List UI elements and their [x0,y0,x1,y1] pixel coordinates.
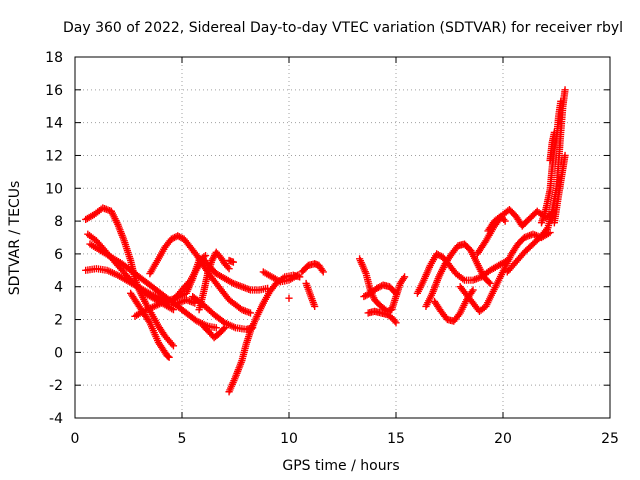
x-tick-label: 25 [601,431,619,447]
data-point [561,151,569,160]
y-axis-label: SDTVAR / TECUs [7,181,23,296]
y-tick-label: 0 [54,345,63,361]
data-point [376,283,384,291]
data-point [224,263,232,271]
data-point [318,266,326,274]
data-point [391,288,399,296]
data-point [164,352,172,361]
data-point [557,97,565,105]
data-point [169,234,177,242]
data-point [561,86,569,94]
y-tick-label: -4 [49,411,63,427]
x-tick-label: 5 [178,431,187,447]
data-point [169,306,178,314]
data-point [229,258,237,266]
data-point [469,286,477,294]
y-tick-label: 8 [54,214,63,230]
data-point [501,217,509,225]
data-point [400,273,409,281]
y-tick-label: -2 [49,378,63,394]
y-tick-label: 10 [45,181,63,197]
data-point [170,233,179,242]
data-point [486,279,494,288]
data-point [436,251,444,260]
y-tick-label: 6 [54,247,63,263]
data-point [485,278,493,286]
data-point [293,271,302,279]
y-tick-label: 2 [54,313,63,329]
data-point [165,353,173,361]
y-tick-label: 18 [45,50,63,66]
data-point [167,235,175,243]
chart-title: Day 360 of 2022, Sidereal Day-to-day VTE… [63,20,623,36]
data-point [212,324,220,332]
data-point [500,215,508,224]
data-point [174,232,182,240]
data-point [168,340,176,348]
data-point [311,302,319,311]
data-point [434,251,442,259]
data-point [225,265,233,273]
data-point [361,292,370,300]
x-tick-label: 20 [494,431,512,447]
data-point [392,319,400,327]
data-points [82,86,569,396]
data-point [363,291,371,299]
data-point [246,309,255,317]
data-point [177,233,185,242]
tick-labels: 0 5 10 15 20 25 -4 -2 0 2 4 6 8 10 12 14 16 18 [45,50,619,447]
data-point [219,325,228,333]
data-point [169,342,178,350]
data-point [543,225,551,233]
y-tick-label: 16 [45,83,63,99]
x-axis-label: GPS time / hours [282,458,399,474]
data-point [392,289,400,297]
data-point [399,274,408,283]
data-point [319,268,327,276]
y-tick-label: 12 [45,148,63,164]
data-point [285,294,293,302]
data-point [433,250,441,258]
data-point [391,317,399,325]
axis-ticks [74,56,611,419]
data-point [374,283,382,292]
data-point [373,284,381,292]
x-tick-label: 15 [387,431,405,447]
x-tick-label: 10 [280,431,298,447]
data-point [468,288,476,296]
data-point [221,324,229,332]
y-tick-label: 14 [45,116,63,132]
data-point [550,128,558,137]
y-tick-label: 4 [54,280,63,296]
plot-frame [74,56,611,419]
data-point [145,317,153,325]
data-point [360,292,368,301]
data-point [175,233,183,241]
x-tick-label: 0 [71,431,80,447]
